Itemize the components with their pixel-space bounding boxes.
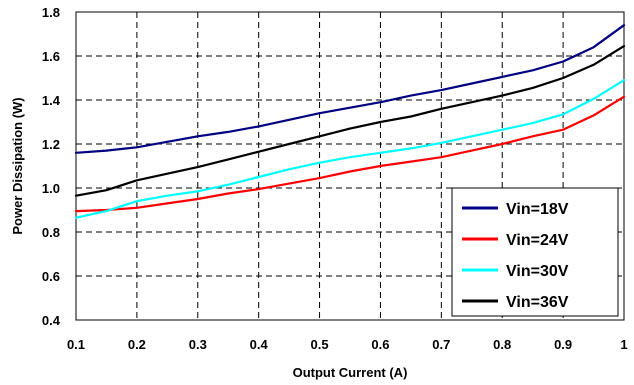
x-tick-label: 0.8: [493, 337, 511, 352]
series-line-vin-36v: [74, 44, 626, 197]
series-line-vin-24v: [74, 95, 626, 213]
y-tick-labels: 0.4 0.6 0.8 1.0 1.2 1.4 1.6 1.8: [42, 5, 61, 328]
series-line-vin-30v: [74, 79, 626, 219]
y-tick-label: 1.8: [42, 5, 60, 20]
series-lines: [74, 24, 626, 219]
legend-label: Vin=24V: [506, 232, 569, 249]
plot-area-frame: [75, 11, 625, 321]
y-tick-label: 1.0: [42, 181, 60, 196]
y-tick-label: 1.6: [42, 49, 60, 64]
y-tick-label: 1.4: [42, 93, 61, 108]
x-tick-label: 0.5: [311, 337, 329, 352]
y-tick-label: 1.2: [42, 137, 60, 152]
x-axis-title: Output Current (A): [293, 365, 408, 380]
legend-label: Vin=30V: [506, 263, 569, 280]
x-tick-labels: 0.1 0.2 0.3 0.4 0.5 0.6 0.7 0.8 0.9 1: [67, 337, 628, 352]
x-tick-label: 0.6: [371, 337, 389, 352]
x-tick-label: 0.1: [67, 337, 85, 352]
y-tick-label: 0.4: [42, 313, 61, 328]
series-line-vin-18v: [74, 24, 626, 154]
y-axis-title: Power Dissipation (W): [10, 97, 25, 234]
legend: Vin=18V Vin=24V Vin=30V Vin=36V: [451, 187, 619, 317]
x-tick-label: 1: [620, 337, 627, 352]
y-tick-label: 0.6: [42, 269, 60, 284]
x-tick-label: 0.7: [432, 337, 450, 352]
x-tick-label: 0.2: [128, 337, 146, 352]
legend-label: Vin=36V: [506, 294, 569, 311]
x-tick-label: 0.9: [554, 337, 572, 352]
y-tick-label: 0.8: [42, 225, 60, 240]
x-tick-label: 0.3: [189, 337, 207, 352]
x-tick-label: 0.4: [250, 337, 269, 352]
legend-label: Vin=18V: [506, 201, 569, 218]
